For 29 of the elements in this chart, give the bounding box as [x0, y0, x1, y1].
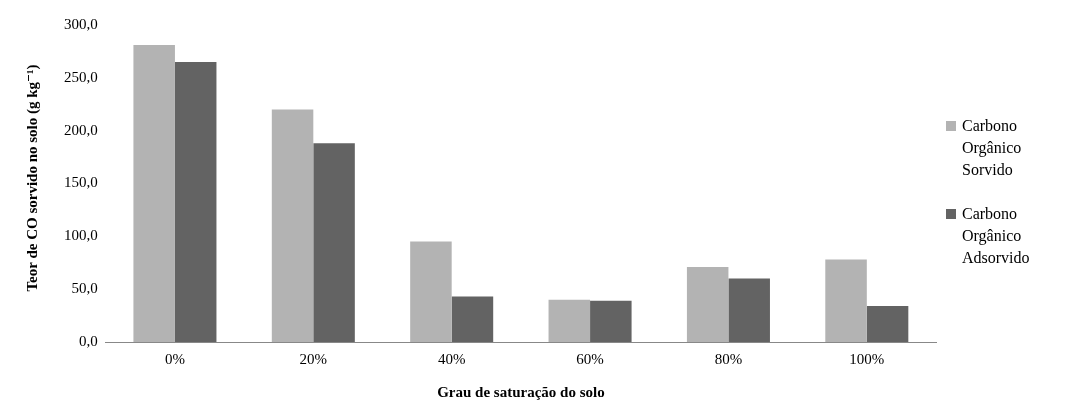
bar — [451, 296, 494, 342]
x-tick-label: 60% — [576, 350, 604, 367]
y-tick-label: 250,0 — [64, 68, 98, 85]
x-tick-label: 0% — [164, 350, 185, 367]
x-tick-label: 20% — [299, 350, 328, 367]
bar — [548, 299, 591, 342]
bar — [174, 61, 217, 342]
y-tick-label: 200,0 — [64, 121, 98, 138]
bar — [728, 278, 770, 342]
bar — [313, 143, 355, 342]
bar — [271, 109, 314, 342]
y-tick-label: 0,0 — [79, 332, 98, 349]
legend-label: Carbono Orgânico Sorvido — [962, 116, 1023, 180]
y-tick-label: 150,0 — [64, 174, 98, 191]
bar — [686, 266, 729, 342]
legend-label: Carbono Orgânico Adsorvido — [962, 204, 1031, 268]
bar — [590, 300, 632, 342]
x-tick-label: 100% — [849, 350, 885, 367]
x-tick-label: 40% — [437, 350, 466, 367]
y-axis-title: Teor de CO sorvido no solo (g kg⁻¹) — [22, 63, 41, 294]
y-tick-label: 100,0 — [64, 227, 98, 244]
y-tick-label: 300,0 — [64, 15, 98, 32]
bar — [825, 259, 867, 342]
x-tick-label: 80% — [714, 350, 743, 367]
bar — [410, 241, 452, 342]
bar — [133, 45, 175, 342]
y-tick-label: 50,0 — [71, 280, 98, 297]
x-axis-title: Grau de saturação do solo — [437, 383, 605, 400]
bar — [866, 306, 909, 342]
